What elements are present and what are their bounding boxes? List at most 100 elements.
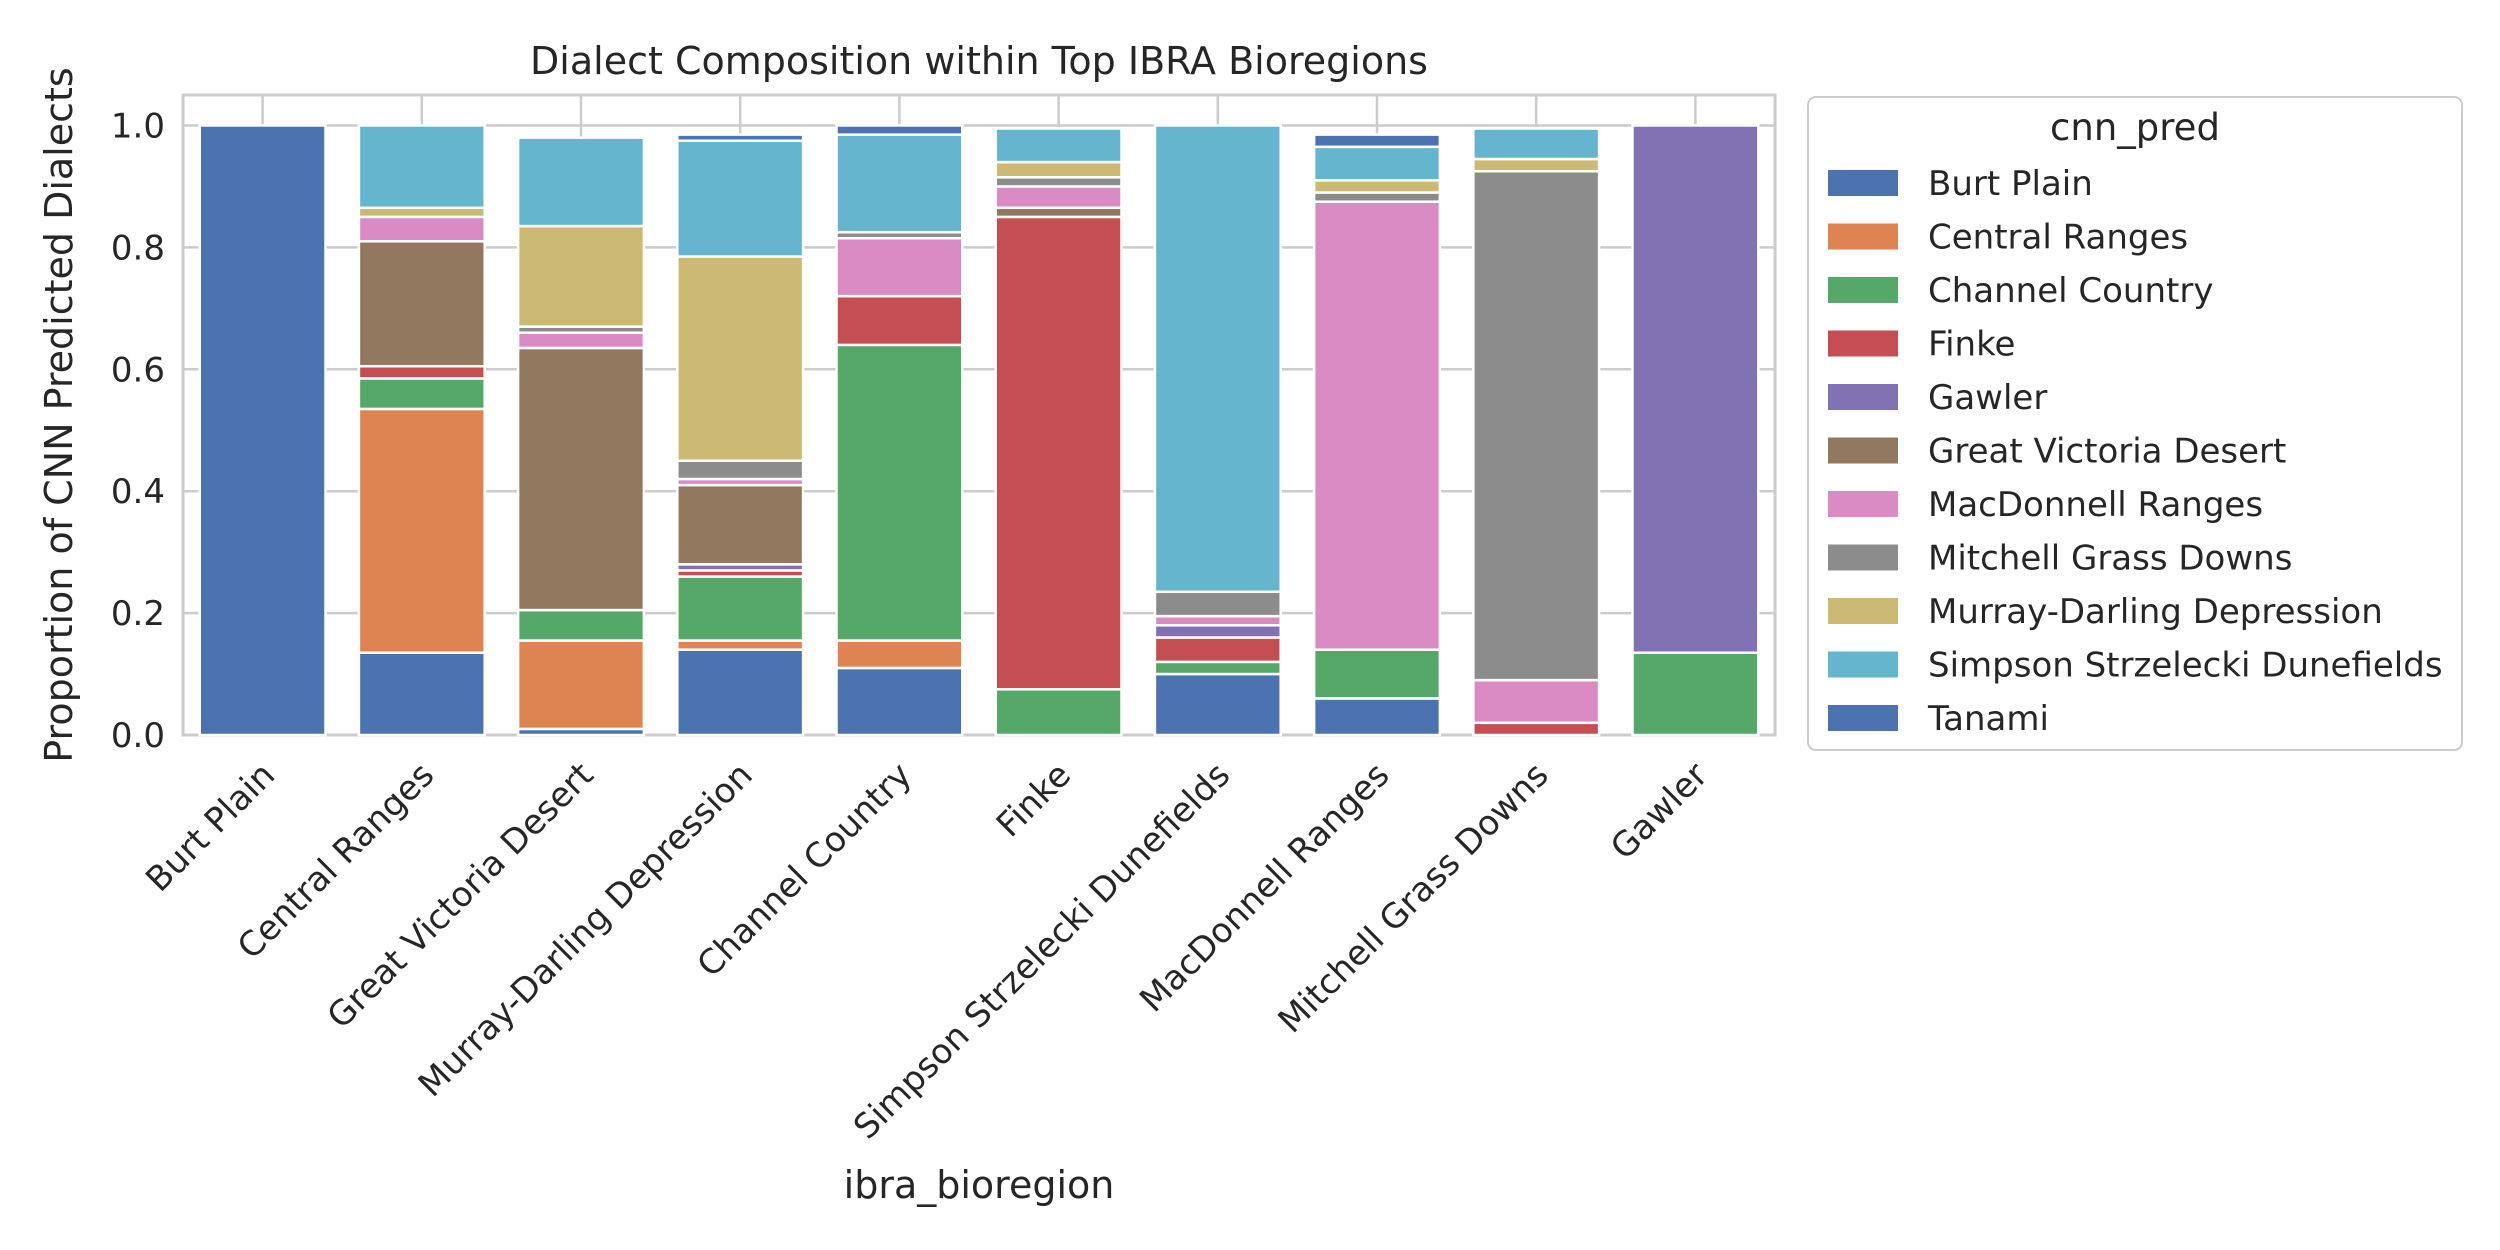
- bar-segment: [994, 185, 1123, 210]
- bar-segment: [516, 608, 646, 642]
- legend-swatch: [1828, 705, 1898, 731]
- bar-segment: [1312, 200, 1442, 651]
- bar-segment: [1631, 124, 1760, 654]
- legend-swatch: [1828, 170, 1898, 196]
- y-tick-label: 0.2: [111, 594, 165, 634]
- bar-segment: [994, 688, 1123, 737]
- legend-swatch: [1828, 651, 1898, 678]
- bar-segment: [676, 648, 805, 737]
- bar-segment: [516, 224, 646, 328]
- bar-segment: [357, 364, 486, 380]
- bar-segment: [994, 127, 1123, 164]
- legend-label: Tanami: [1927, 699, 2049, 739]
- bar-segment: [516, 331, 646, 350]
- bar-segment: [676, 255, 805, 462]
- bar-segment: [1312, 179, 1442, 194]
- bar-segment: [1153, 636, 1282, 664]
- bar-segment: [676, 483, 805, 566]
- bar-segment: [357, 377, 486, 411]
- legend-label: Great Victoria Desert: [1928, 432, 2286, 472]
- bar-segment: [1153, 614, 1282, 627]
- x-tick-label: Great Victoria Desert: [320, 755, 602, 1037]
- legend-title: cnn_pred: [2050, 106, 2220, 149]
- y-tick-label: 0.4: [111, 472, 165, 512]
- y-tick-label: 0.8: [111, 228, 165, 268]
- x-tick-label: Burt Plain: [138, 755, 283, 900]
- legend-label: Simpson Strzelecki Dunefields: [1928, 646, 2443, 686]
- legend-swatch: [1828, 598, 1898, 624]
- bar-segment: [198, 124, 327, 737]
- legend-label: Mitchell Grass Downs: [1928, 539, 2292, 579]
- bar-segment: [994, 160, 1123, 179]
- y-axis-label: Proportion of CNN Predicted Dialects: [37, 67, 81, 762]
- bar-segment: [1153, 124, 1282, 594]
- legend-swatch: [1828, 277, 1898, 303]
- bar-segment: [1153, 660, 1282, 676]
- bar-segment: [516, 136, 646, 228]
- legend-label: Gawler: [1928, 378, 2047, 418]
- bar-segment: [676, 575, 805, 642]
- y-tick-label: 0.6: [111, 350, 165, 390]
- bar-segment: [1472, 157, 1601, 173]
- chart-title: Dialect Composition within Top IBRA Bior…: [530, 39, 1428, 83]
- bar-segment: [835, 294, 964, 347]
- bar-segment: [676, 459, 805, 481]
- bar-segment: [676, 133, 805, 142]
- y-tick-label: 0.0: [111, 716, 165, 756]
- bar-segment: [1312, 697, 1442, 737]
- x-axis-label: ibra_bioregion: [844, 1163, 1115, 1207]
- legend-label: Central Ranges: [1928, 218, 2188, 258]
- bar-segment: [357, 407, 486, 654]
- bar-segment: [676, 639, 805, 651]
- x-tick-label: Murray-Darling Depression: [411, 755, 761, 1105]
- bar-segment: [835, 236, 964, 298]
- bar-segment: [357, 206, 486, 219]
- bar-segment: [1472, 127, 1601, 161]
- bar-segment: [1472, 169, 1601, 682]
- bar-segment: [357, 651, 486, 737]
- bar-segment: [357, 215, 486, 243]
- bar-segment: [1312, 145, 1442, 182]
- legend-label: Finke: [1928, 325, 2015, 365]
- bar-segment: [1472, 721, 1601, 737]
- bar-segment: [1631, 651, 1760, 737]
- legend-swatch: [1828, 544, 1898, 571]
- bars: [198, 124, 1760, 737]
- legend-label: Burt Plain: [1928, 164, 2093, 204]
- bar-segment: [835, 666, 964, 737]
- bar-segment: [357, 124, 486, 210]
- bar-segment: [516, 639, 646, 731]
- bar-segment: [1312, 133, 1442, 149]
- x-tick-label: Finke: [989, 755, 1079, 845]
- bar-segment: [835, 124, 964, 136]
- bar-segment: [835, 133, 964, 234]
- legend-items: Burt Plain Central Ranges Channel Country F…: [1828, 164, 2443, 739]
- legend-swatch: [1828, 491, 1898, 517]
- legend-swatch: [1828, 384, 1898, 410]
- bar-segment: [835, 639, 964, 670]
- bar-segment: [1312, 191, 1442, 203]
- bar-segment: [835, 343, 964, 642]
- legend-label: Murray-Darling Depression: [1928, 592, 2383, 632]
- y-tick-label: 1.0: [111, 106, 165, 146]
- bar-segment: [1472, 678, 1601, 725]
- legend-label: MacDonnell Ranges: [1928, 485, 2263, 525]
- bar-segment: [994, 206, 1123, 219]
- legend-label: Channel Country: [1928, 271, 2213, 311]
- legend-swatch: [1828, 223, 1898, 250]
- bar-segment: [676, 139, 805, 258]
- bar-segment: [1153, 672, 1282, 737]
- bar-segment: [994, 215, 1123, 691]
- bar-segment: [1312, 648, 1442, 700]
- legend-swatch: [1828, 437, 1898, 464]
- legend-frame: [1807, 96, 2463, 751]
- x-tick-label: Gawler: [1603, 755, 1716, 868]
- legend: cnn_pred Burt Plain Central Ranges Channel…: [1807, 96, 2463, 751]
- bar-segment: [994, 176, 1123, 188]
- bar-segment: [516, 346, 646, 612]
- legend-swatch: [1828, 330, 1898, 357]
- x-tick-label: Mitchell Grass Downs: [1271, 755, 1557, 1041]
- bar-segment: [1153, 590, 1282, 618]
- bar-segment: [357, 240, 486, 368]
- bar-segment: [1153, 624, 1282, 639]
